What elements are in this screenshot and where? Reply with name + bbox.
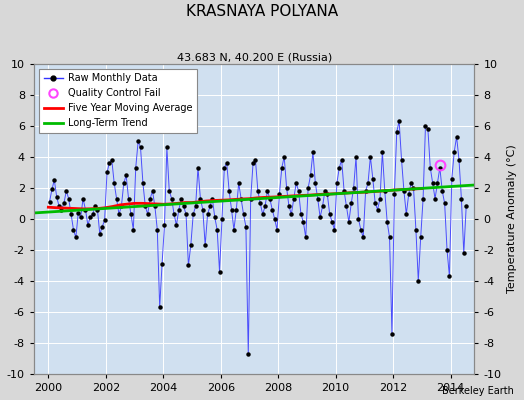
Text: Berkeley Earth: Berkeley Earth [442, 386, 514, 396]
Y-axis label: Temperature Anomaly (°C): Temperature Anomaly (°C) [507, 144, 517, 293]
Legend: Raw Monthly Data, Quality Control Fail, Five Year Moving Average, Long-Term Tren: Raw Monthly Data, Quality Control Fail, … [39, 68, 198, 133]
Text: KRASNAYA POLYANA: KRASNAYA POLYANA [186, 4, 338, 19]
Title: 43.683 N, 40.200 E (Russia): 43.683 N, 40.200 E (Russia) [177, 53, 332, 63]
